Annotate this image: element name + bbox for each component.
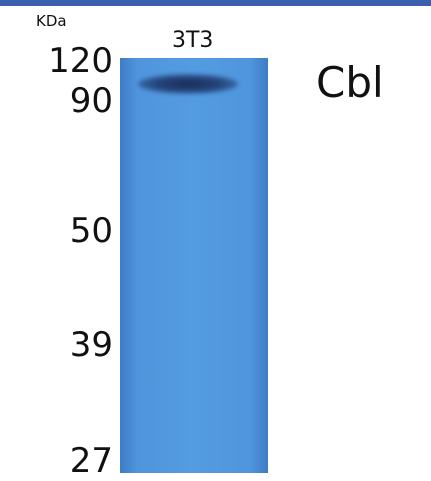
blot-lane: [120, 58, 268, 473]
band-label: Cbl: [316, 58, 384, 107]
top-bar: [0, 0, 431, 6]
marker-label: 50: [69, 211, 113, 251]
marker-label: 120: [48, 41, 113, 81]
protein-band: [138, 74, 238, 94]
unit-label: KDa: [36, 12, 67, 30]
lane-label: 3T3: [172, 28, 214, 53]
marker-label: 90: [69, 81, 113, 121]
marker-label: 27: [69, 441, 113, 481]
marker-label: 39: [69, 325, 113, 365]
